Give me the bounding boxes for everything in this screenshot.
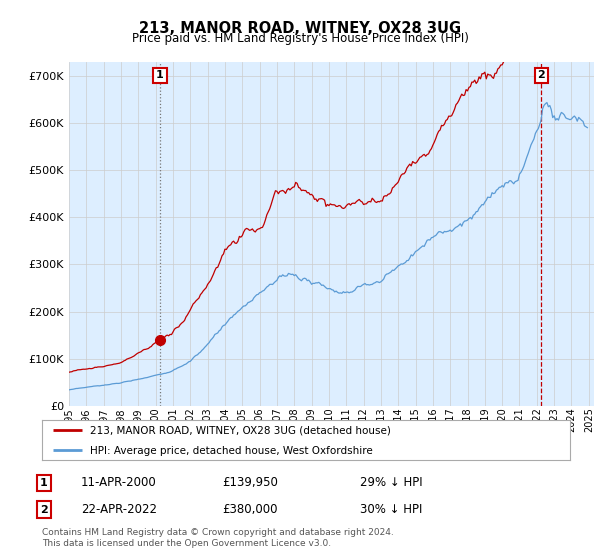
Text: 2: 2 xyxy=(40,505,47,515)
Text: 1: 1 xyxy=(156,71,164,81)
Text: £139,950: £139,950 xyxy=(222,476,278,489)
Text: Contains HM Land Registry data © Crown copyright and database right 2024.
This d: Contains HM Land Registry data © Crown c… xyxy=(42,528,394,548)
Text: 1: 1 xyxy=(40,478,47,488)
Text: Price paid vs. HM Land Registry's House Price Index (HPI): Price paid vs. HM Land Registry's House … xyxy=(131,32,469,45)
Text: 213, MANOR ROAD, WITNEY, OX28 3UG (detached house): 213, MANOR ROAD, WITNEY, OX28 3UG (detac… xyxy=(89,426,391,436)
Text: 11-APR-2000: 11-APR-2000 xyxy=(81,476,157,489)
Text: 213, MANOR ROAD, WITNEY, OX28 3UG: 213, MANOR ROAD, WITNEY, OX28 3UG xyxy=(139,21,461,36)
Text: 29% ↓ HPI: 29% ↓ HPI xyxy=(360,476,422,489)
Text: 22-APR-2022: 22-APR-2022 xyxy=(81,503,157,516)
Text: 30% ↓ HPI: 30% ↓ HPI xyxy=(360,503,422,516)
Text: 2: 2 xyxy=(537,71,545,81)
Text: £380,000: £380,000 xyxy=(222,503,277,516)
Text: HPI: Average price, detached house, West Oxfordshire: HPI: Average price, detached house, West… xyxy=(89,446,372,456)
